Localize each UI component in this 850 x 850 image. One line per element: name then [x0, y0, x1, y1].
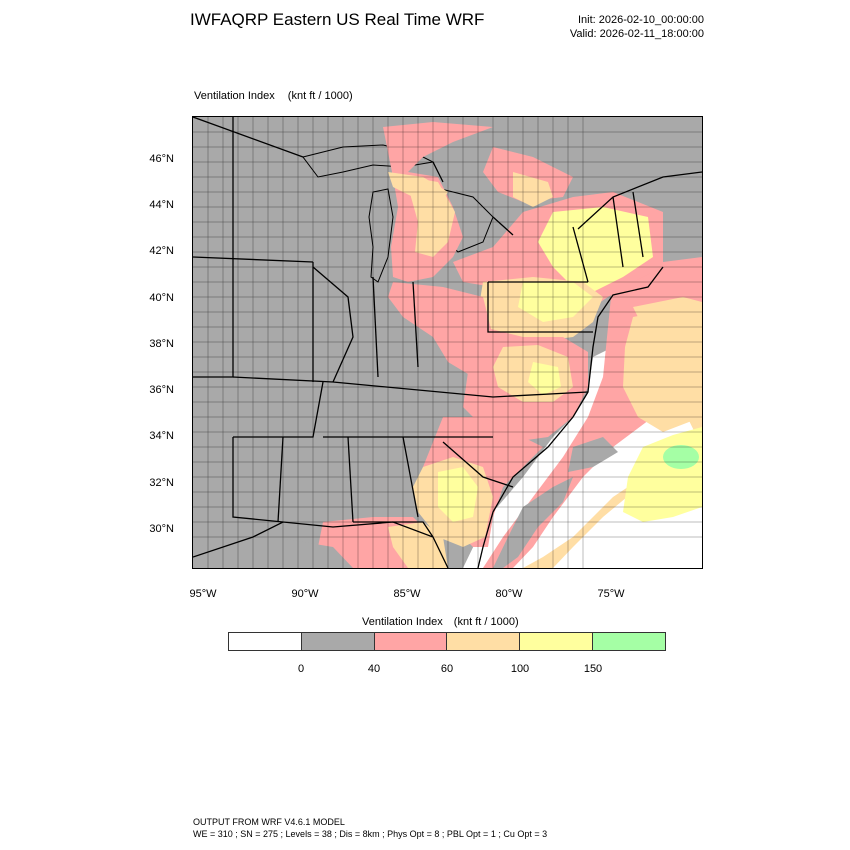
- ocean-green-patch: [663, 445, 699, 469]
- colorbar-tick-label: 60: [440, 663, 454, 675]
- coastline: [477, 266, 664, 568]
- plot-title: IWFAQRP Eastern US Real Time WRF: [190, 10, 485, 29]
- footer-line-1: OUTPUT FROM WRF V4.6.1 MODEL: [193, 817, 345, 827]
- colorbar-units: (knt ft / 1000): [453, 616, 519, 628]
- colorbar-tick-label: 150: [583, 663, 603, 675]
- ontario-pink: [483, 147, 573, 202]
- lon-label: 90°W: [291, 588, 319, 600]
- colorbar-tick-label: 40: [367, 663, 381, 675]
- colorbar-swatch: [301, 633, 375, 650]
- map-title: Ventilation Index (knt ft / 1000): [194, 90, 353, 102]
- footer-line-2: WE = 310 ; SN = 275 ; Levels = 38 ; Dis …: [193, 829, 548, 839]
- county-grid: [193, 117, 702, 568]
- virginia-yellow: [528, 362, 561, 395]
- colorbar-swatch: [520, 633, 594, 650]
- run-times: Init: 2026-02-10_00:00:00 Valid: 2026-02…: [570, 13, 704, 41]
- valid-time: Valid: 2026-02-11_18:00:00: [569, 28, 704, 40]
- gulf-coastline: [193, 521, 449, 568]
- lon-label: 85°W: [393, 588, 421, 600]
- ocean-orange-patch: [623, 309, 702, 432]
- canada-border: [193, 117, 702, 236]
- ventilation-map: [192, 116, 703, 569]
- colorbar-variable: Ventilation Index: [362, 616, 443, 628]
- lat-label: 36°N: [149, 384, 174, 396]
- lat-label: 38°N: [149, 338, 174, 350]
- lon-label: 95°W: [189, 588, 217, 600]
- colorbar-swatch: [374, 633, 448, 650]
- colorbar-tick-label: 100: [510, 663, 530, 675]
- colorbar-title: Ventilation Index (knt ft / 1000): [362, 616, 519, 628]
- lat-label: 32°N: [149, 477, 174, 489]
- lat-label: 44°N: [149, 199, 174, 211]
- map-units: (knt ft / 1000): [287, 90, 353, 102]
- lon-label: 75°W: [597, 588, 625, 600]
- colorbar: [228, 632, 666, 651]
- lat-label: 34°N: [149, 430, 174, 442]
- model-footer: OUTPUT FROM WRF V4.6.1 MODEL WE = 310 ; …: [193, 816, 547, 840]
- map-canvas: [193, 117, 702, 568]
- colorbar-swatch: [447, 633, 521, 650]
- colorbar-swatch: [593, 633, 665, 650]
- lon-label: 80°W: [495, 588, 523, 600]
- colorbar-tick-label: 0: [297, 663, 305, 675]
- lat-label: 46°N: [149, 153, 174, 165]
- lat-label: 40°N: [149, 292, 174, 304]
- map-variable: Ventilation Index: [194, 90, 275, 102]
- lat-label: 30°N: [149, 523, 174, 535]
- init-time: Init: 2026-02-10_00:00:00: [578, 14, 704, 26]
- northeast-yellow: [538, 207, 653, 292]
- colorbar-swatch: [229, 633, 302, 650]
- ocean-gray-streak-2: [568, 437, 618, 472]
- lat-label: 42°N: [149, 245, 174, 257]
